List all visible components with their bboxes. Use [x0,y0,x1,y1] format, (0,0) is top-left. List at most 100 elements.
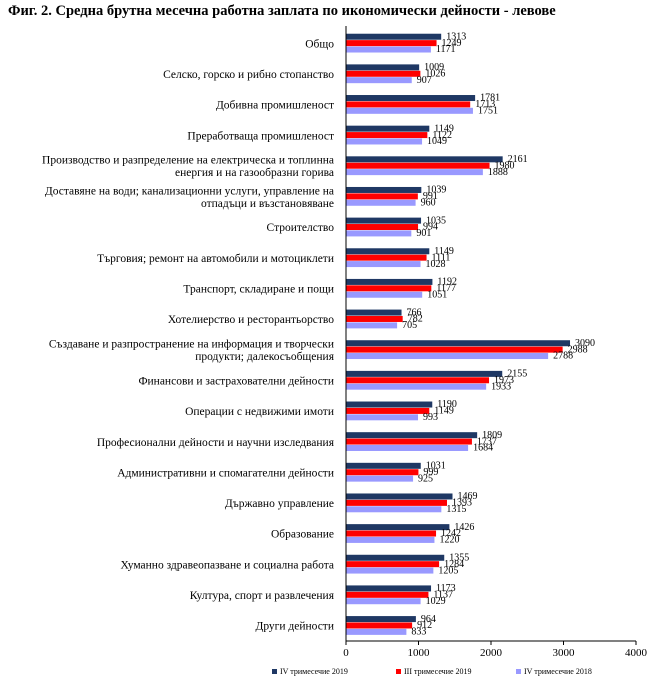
bar [346,462,421,469]
data-label: 1190 [437,399,457,410]
category-label: Операции с недвижими имоти [185,406,334,418]
bar [346,107,473,114]
data-label: 999 [423,467,438,478]
data-label: 1684 [473,443,493,454]
data-label: 1171 [436,44,456,55]
bar [346,346,563,353]
data-label: 2988 [568,344,588,355]
bar [346,77,412,84]
data-label: 3090 [575,338,595,349]
x-tick-label: 0 [343,647,349,659]
data-label: 991 [423,191,438,202]
bar [346,64,420,71]
bar [346,193,418,200]
bar [346,224,419,231]
data-label: 1137 [433,590,453,601]
category-label: Доставяне на води; канализационни услуги… [45,185,334,210]
data-label: 1980 [495,160,515,171]
data-label: 1177 [436,283,456,294]
data-label: 1122 [432,130,452,141]
bar [346,383,487,390]
data-label: 782 [408,314,423,325]
data-label: 964 [421,614,436,625]
data-label: 1031 [426,461,446,472]
bar [346,598,421,605]
bar [346,585,432,592]
data-label: 1242 [441,528,461,539]
category-label: Производство и разпределение на електрич… [42,155,334,180]
data-label: 1049 [427,136,447,147]
bar [346,315,403,322]
data-label: 1713 [475,99,495,110]
bar [346,407,430,414]
bar [346,536,435,543]
category-label: Добивна промишленост [216,100,334,112]
bar [346,377,490,384]
category-label: Хуманно здравеопазване и социална работа [120,559,334,571]
bar [346,40,437,47]
bar [346,322,398,329]
data-label: 1035 [426,215,446,226]
bar [346,162,490,169]
bar [346,95,476,102]
data-label: 1205 [438,565,458,576]
bar [346,199,416,206]
data-label: 1469 [458,491,478,502]
bar [346,370,503,377]
data-label: 1355 [449,552,469,563]
bar [346,438,472,445]
bar [346,469,419,476]
x-tick-label: 4000 [625,647,648,659]
data-label: 907 [417,75,432,86]
data-label: 705 [402,320,417,331]
bar [346,475,414,482]
x-tick-label: 2000 [480,647,503,659]
category-label: Търговия; ремонт на автомобили и мотоцик… [97,253,334,265]
bar [346,33,442,40]
data-label: 994 [423,222,438,233]
data-label: 912 [417,620,432,631]
data-label: 1026 [425,68,445,79]
bar [346,261,421,268]
data-label: 1751 [478,106,498,117]
data-label: 1051 [427,289,447,300]
legend-swatch [396,669,401,674]
bar [346,340,571,347]
data-label: 993 [423,412,438,423]
x-axis: 0 1000 2000 3000 4000 [343,26,648,659]
category-label: Преработваща промишленост [187,130,334,142]
chart-title: Фиг. 2. Средна брутна месечна работна за… [8,3,556,19]
bar [346,628,407,635]
bar [346,432,478,439]
data-label: 1315 [446,504,466,515]
category-label: Хотелиерство и ресторантьорство [168,314,334,326]
data-label: 925 [418,473,433,484]
bar [346,248,430,255]
data-label: 960 [421,197,436,208]
legend-label: IV тримесечие 2019 [280,667,348,676]
data-label: 1111 [432,252,451,263]
data-label: 1249 [442,38,462,49]
category-label: Селско, горско и рибно стопанство [163,69,334,81]
data-label: 2788 [553,351,573,362]
data-label: 1809 [482,430,502,441]
data-label: 1737 [477,436,497,447]
bar [346,217,422,224]
data-label: 1284 [444,559,464,570]
data-label: 2155 [507,369,527,380]
category-label: Строителство [267,222,335,234]
bar [346,132,428,139]
data-label: 1393 [452,498,472,509]
bar [346,493,453,500]
data-label: 1888 [488,167,508,178]
data-label: 1039 [426,185,446,196]
bar [346,554,445,561]
bar [346,125,430,132]
bar [346,353,549,360]
legend-swatch [272,669,277,674]
legend: IV тримесечие 2019 III тримесечие 2019 IV … [272,667,592,676]
legend-label: IV тримесечие 2018 [524,667,592,676]
bar [346,101,471,108]
